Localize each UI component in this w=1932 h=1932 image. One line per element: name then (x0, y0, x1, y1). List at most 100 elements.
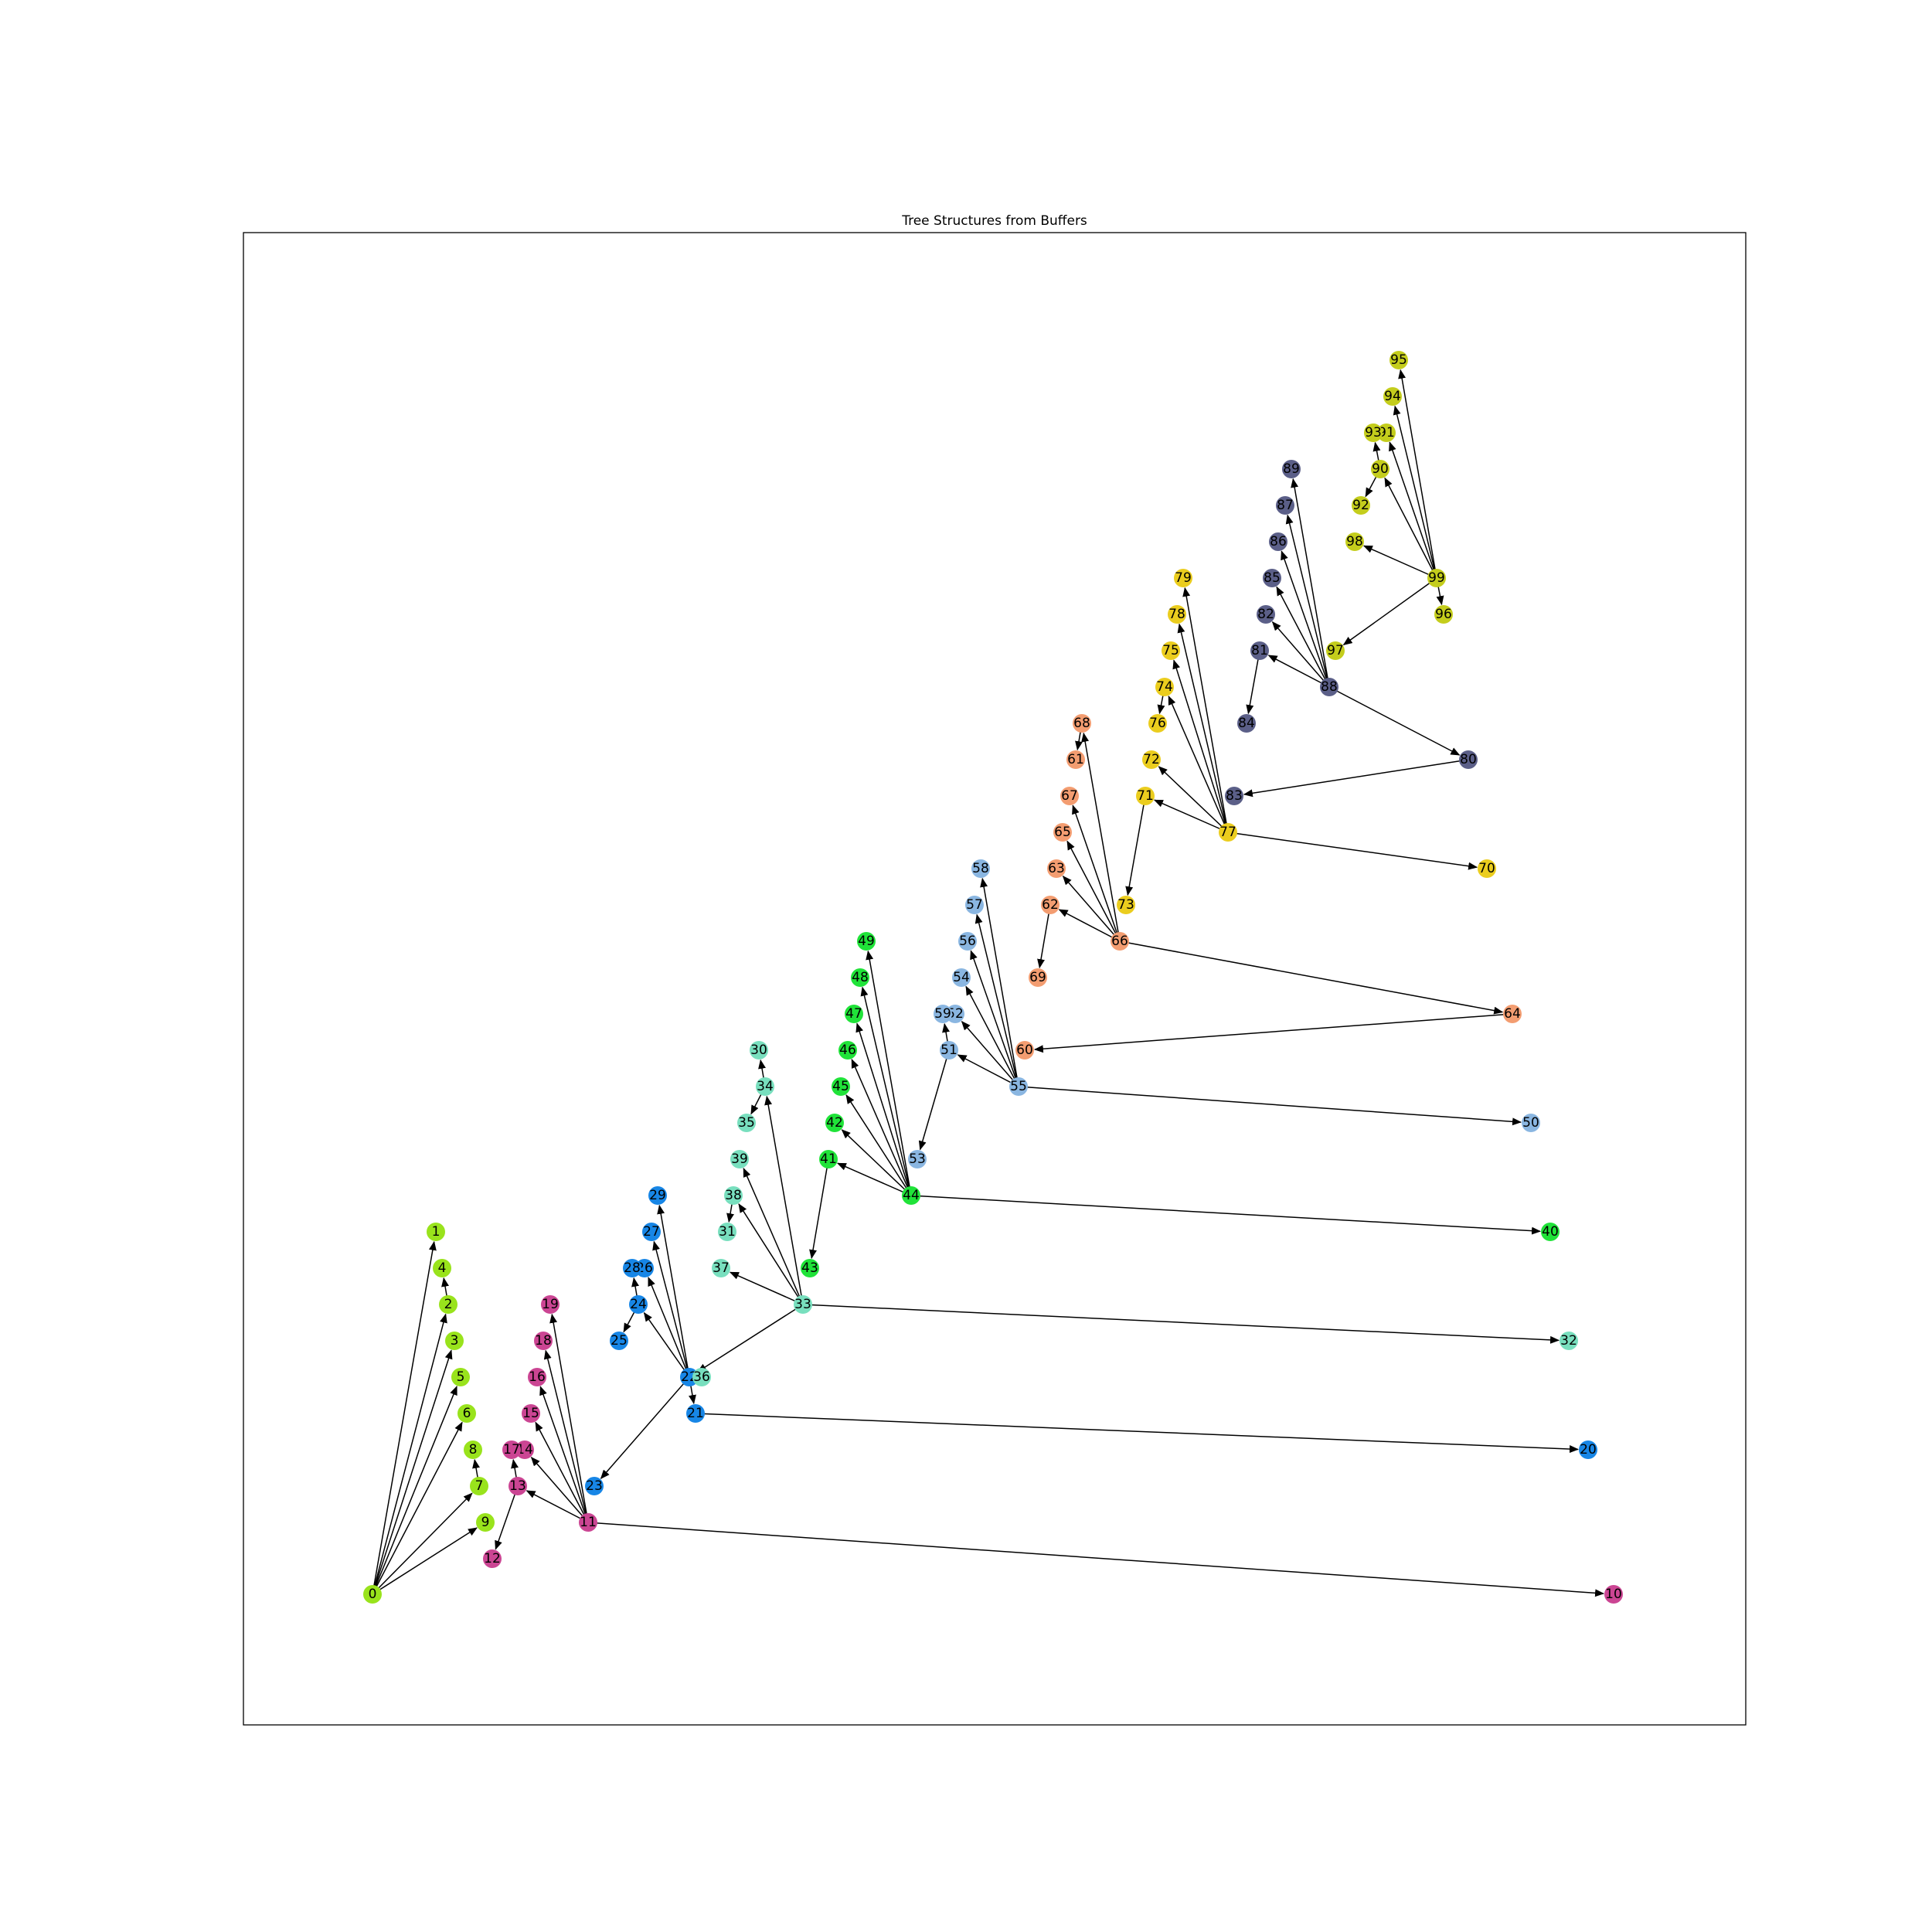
node-label: 83 (1226, 788, 1243, 804)
node-18: 18 (534, 1332, 553, 1350)
edge-44-42 (841, 1129, 912, 1196)
node-41: 41 (819, 1150, 838, 1168)
edge-44-49 (866, 950, 912, 1196)
node-label: 36 (693, 1369, 710, 1385)
node-circle (857, 932, 876, 951)
node-39: 39 (730, 1150, 749, 1168)
edge-21-20 (695, 1413, 1580, 1454)
edge-22-23 (600, 1376, 690, 1479)
edge-0-6 (372, 1421, 463, 1595)
node-1: 1 (427, 1223, 445, 1241)
node-42: 42 (825, 1114, 844, 1132)
node-label: 28 (624, 1260, 641, 1276)
node-label: 56 (959, 934, 976, 949)
node-circle (483, 1549, 502, 1568)
node-circle (1282, 460, 1301, 478)
node-63: 63 (1047, 859, 1066, 878)
node-0: 0 (363, 1585, 382, 1604)
node-label: 11 (580, 1515, 597, 1530)
node-17: 17 (502, 1440, 521, 1459)
node-circle (750, 1041, 768, 1060)
node-label: 12 (484, 1551, 501, 1566)
node-label: 31 (719, 1224, 736, 1240)
edge-80-83 (1243, 759, 1469, 798)
edge-55-57 (975, 913, 1019, 1087)
node-19: 19 (541, 1295, 560, 1314)
node-label: 24 (630, 1297, 647, 1312)
edge-88-87 (1285, 514, 1330, 688)
node-circle (908, 1150, 927, 1168)
node-circle (1136, 787, 1155, 805)
node-34: 34 (756, 1077, 774, 1096)
edge-0-5 (372, 1386, 457, 1595)
node-label: 64 (1504, 1006, 1521, 1022)
node-label: 89 (1283, 461, 1300, 477)
node-circle (801, 1259, 819, 1277)
edge-44-46 (851, 1058, 912, 1196)
node-8: 8 (464, 1440, 482, 1459)
node-label: 84 (1238, 716, 1255, 731)
node-circle (819, 1150, 838, 1168)
node-label: 15 (522, 1406, 539, 1421)
node-circle (1434, 605, 1453, 624)
node-circle (1029, 968, 1047, 987)
node-label: 4 (438, 1260, 447, 1276)
edge-11-14 (530, 1457, 589, 1523)
node-16: 16 (528, 1368, 546, 1386)
node-label: 27 (643, 1224, 660, 1240)
node-label: 23 (586, 1478, 603, 1494)
node-circle (1148, 714, 1167, 733)
node-label: 85 (1264, 570, 1281, 586)
edge-55-54 (965, 985, 1019, 1087)
node-68: 68 (1073, 714, 1091, 733)
edge-66-68 (1081, 732, 1121, 942)
node-label: 51 (940, 1043, 957, 1058)
edge-11-18 (543, 1349, 589, 1523)
node-13: 13 (509, 1477, 527, 1495)
node-circle (1060, 787, 1079, 805)
node-37: 37 (712, 1259, 730, 1277)
node-circle (1155, 678, 1174, 696)
node-label: 40 (1542, 1224, 1559, 1240)
node-circle (1142, 750, 1161, 769)
edge-77-74 (1168, 695, 1229, 833)
node-circle (1225, 787, 1243, 805)
node-label: 82 (1257, 607, 1274, 622)
node-label: 3 (451, 1333, 459, 1349)
node-label: 96 (1435, 607, 1452, 622)
node-98: 98 (1345, 532, 1364, 551)
node-circle (445, 1332, 464, 1350)
node-circle (940, 1041, 958, 1060)
node-99: 99 (1427, 569, 1446, 587)
node-label: 49 (858, 934, 875, 949)
edge-44-47 (855, 1022, 912, 1196)
node-circle (1364, 423, 1383, 442)
node-label: 81 (1251, 643, 1268, 658)
node-circle (1560, 1332, 1578, 1350)
node-83: 83 (1225, 787, 1243, 805)
node-label: 30 (750, 1043, 767, 1058)
node-label: 67 (1061, 788, 1078, 804)
edge-99-91 (1389, 441, 1437, 579)
node-61: 61 (1066, 750, 1085, 769)
node-50: 50 (1522, 1114, 1540, 1132)
node-58: 58 (971, 859, 990, 878)
node-circle (1041, 896, 1060, 914)
node-76: 76 (1148, 714, 1167, 733)
edge-33-39 (743, 1167, 804, 1305)
node-circle (718, 1223, 736, 1241)
node-circle (1257, 605, 1275, 624)
node-label: 79 (1175, 570, 1192, 586)
node-circle (1604, 1585, 1623, 1604)
node-20: 20 (1579, 1440, 1597, 1459)
edge-11-16 (539, 1386, 589, 1523)
node-circle (1371, 460, 1389, 478)
node-label: 32 (1560, 1333, 1577, 1349)
node-circle (1377, 423, 1396, 442)
node-circle (1276, 496, 1294, 515)
node-21: 21 (686, 1404, 705, 1423)
node-93: 93 (1364, 423, 1383, 442)
edge-88-89 (1291, 478, 1330, 688)
node-72: 72 (1142, 750, 1161, 769)
